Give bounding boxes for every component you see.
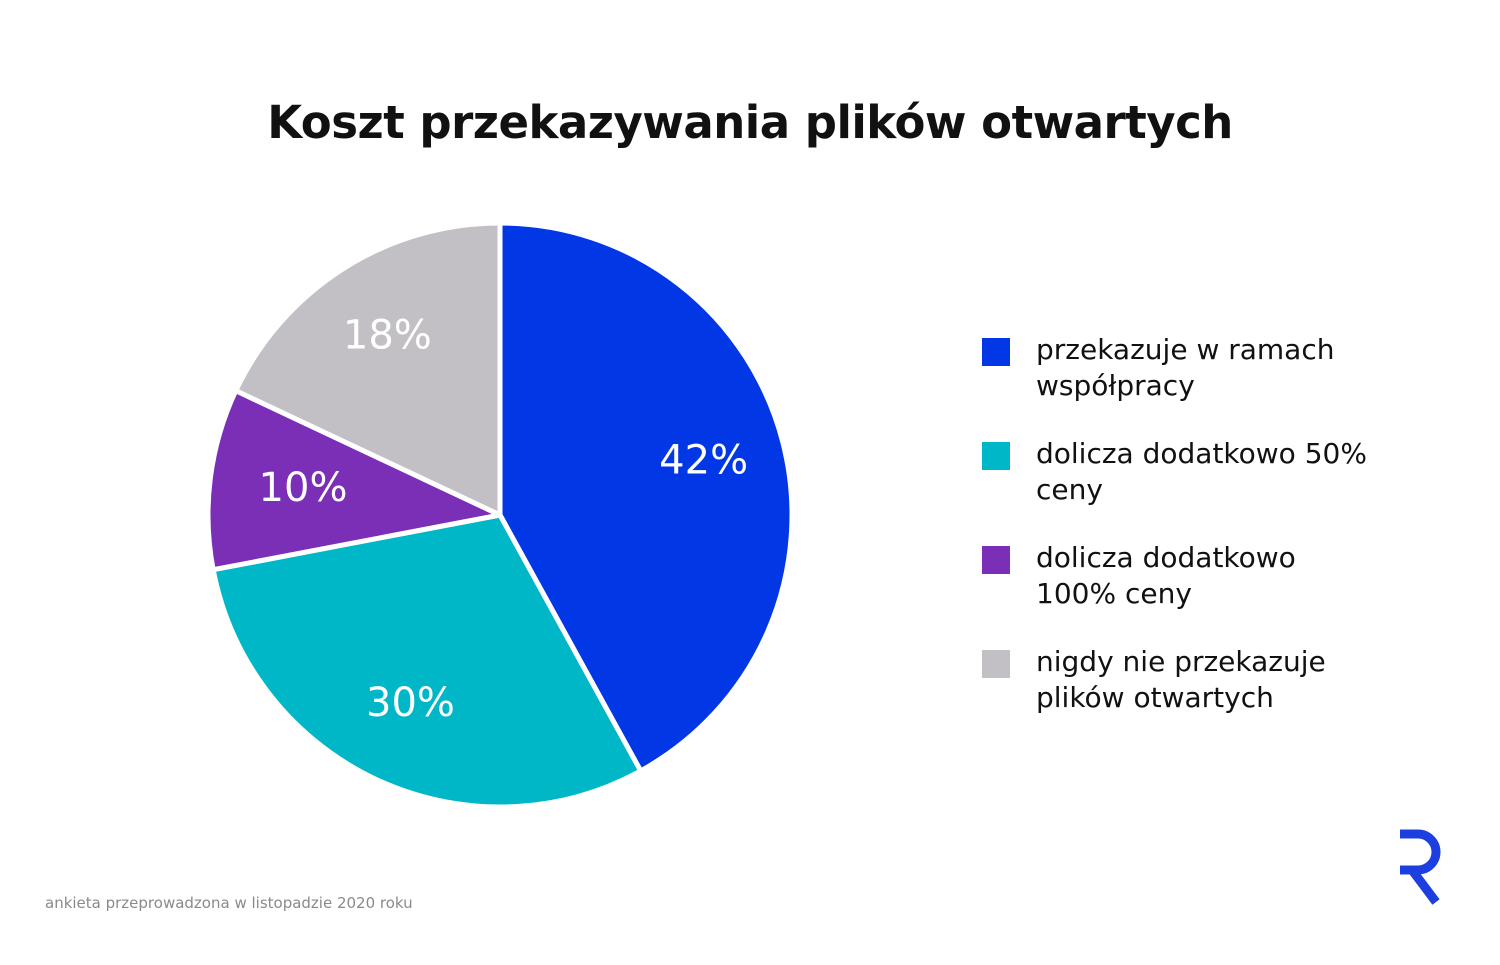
legend-item: nigdy nie przekazuje plików otwartych bbox=[982, 644, 1462, 716]
legend-swatch bbox=[982, 338, 1010, 366]
slice-value-label: 18% bbox=[343, 312, 432, 358]
legend-item: przekazuje w ramach współpracy bbox=[982, 332, 1462, 404]
legend-label: przekazuje w ramach współpracy bbox=[1036, 333, 1335, 402]
legend-label: dolicza dodatkowo 100% ceny bbox=[1036, 541, 1296, 610]
r-logo-icon bbox=[1400, 829, 1441, 905]
chart-title: Koszt przekazywania plików otwartych bbox=[267, 96, 1233, 149]
pie-slice bbox=[205, 388, 503, 573]
legend-label: dolicza dodatkowo 50% ceny bbox=[1036, 437, 1367, 506]
legend: przekazuje w ramach współpracy dolicza d… bbox=[982, 332, 1462, 748]
legend-swatch bbox=[982, 650, 1010, 678]
legend-label: nigdy nie przekazuje plików otwartych bbox=[1036, 645, 1326, 714]
legend-swatch bbox=[982, 546, 1010, 574]
survey-footnote: ankieta przeprowadzona w listopadzie 202… bbox=[45, 894, 413, 912]
slice-value-label: 30% bbox=[366, 680, 455, 726]
pie-slice bbox=[210, 512, 644, 810]
legend-item: dolicza dodatkowo 100% ceny bbox=[982, 540, 1462, 612]
legend-item: dolicza dodatkowo 50% ceny bbox=[982, 436, 1462, 508]
slice-value-label: 10% bbox=[259, 465, 348, 511]
slice-value-label: 42% bbox=[659, 438, 748, 484]
pie-slice bbox=[233, 220, 503, 518]
legend-swatch bbox=[982, 442, 1010, 470]
pie-slice bbox=[497, 220, 795, 774]
pie-chart: 42% 30% 10% 18% bbox=[205, 220, 795, 810]
